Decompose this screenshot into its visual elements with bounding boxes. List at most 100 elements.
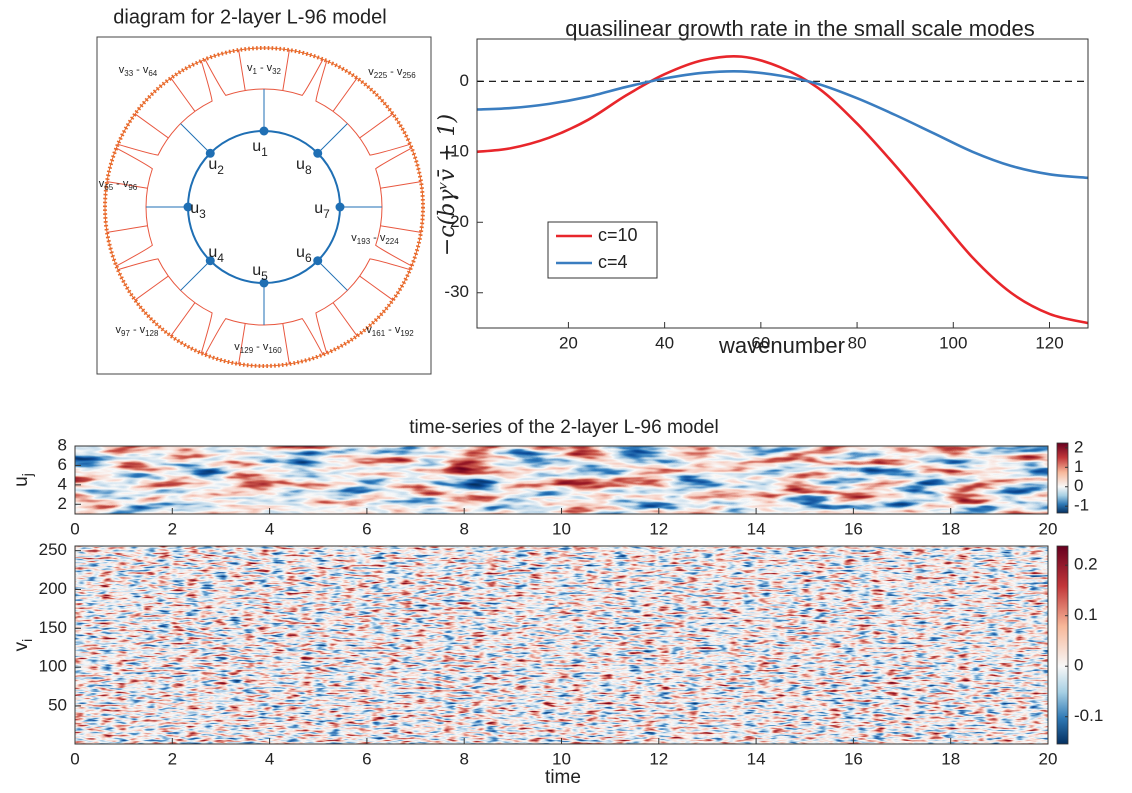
node-label: u3 bbox=[190, 200, 206, 221]
node bbox=[183, 202, 193, 212]
y-tick-label: 0 bbox=[460, 71, 469, 90]
node-symbol: u bbox=[296, 244, 305, 261]
group-dash: - bbox=[133, 324, 137, 336]
node-symbol: u bbox=[208, 244, 217, 261]
group-dash: - bbox=[136, 64, 140, 76]
group-end: 128 bbox=[145, 329, 159, 338]
branch bbox=[106, 181, 148, 233]
group-dash: - bbox=[390, 66, 394, 78]
x-tick-label: 2 bbox=[168, 519, 177, 538]
x-tick-label: 60 bbox=[751, 333, 770, 352]
group-end: 96 bbox=[128, 183, 137, 192]
x-tick-label: 14 bbox=[747, 749, 766, 768]
x-tick-label: 120 bbox=[1035, 333, 1063, 352]
link bbox=[180, 123, 211, 154]
node-index: 3 bbox=[199, 207, 206, 221]
node-symbol: u bbox=[314, 200, 323, 217]
y-tick-label: -30 bbox=[444, 282, 469, 301]
y-tick-label: 150 bbox=[39, 618, 67, 637]
group-end: 224 bbox=[385, 237, 399, 246]
x-tick-label: 8 bbox=[459, 749, 468, 768]
group-start: 161 bbox=[372, 329, 386, 338]
y-tick-label: 2 bbox=[58, 494, 67, 513]
colorbar bbox=[1056, 442, 1069, 514]
x-tick-label: 10 bbox=[552, 519, 571, 538]
heatmap-image bbox=[75, 446, 1048, 514]
x-tick-label: 20 bbox=[1039, 519, 1058, 538]
node-index: 4 bbox=[217, 251, 224, 265]
colorbar-tick-label: -0.1 bbox=[1074, 706, 1103, 725]
branch bbox=[134, 77, 196, 139]
colorbar-tick-label: 0.1 bbox=[1074, 605, 1098, 624]
group-end: 64 bbox=[148, 69, 157, 78]
x-tick-label: 40 bbox=[655, 333, 674, 352]
group-label: v193- v224 bbox=[351, 232, 399, 246]
group-symbol: v bbox=[397, 66, 403, 78]
heatmap-image bbox=[75, 546, 1048, 744]
group-dash: - bbox=[116, 178, 120, 190]
branch bbox=[238, 49, 290, 91]
node bbox=[313, 256, 323, 266]
node-label: u4 bbox=[208, 244, 224, 265]
group-symbol: v bbox=[143, 64, 149, 76]
group-label: v97- v128 bbox=[116, 324, 159, 338]
group-end: 256 bbox=[402, 71, 416, 80]
x-tick-label: 20 bbox=[559, 333, 578, 352]
node bbox=[205, 148, 215, 158]
node-index: 6 bbox=[305, 251, 312, 265]
node-label: u8 bbox=[296, 156, 312, 177]
x-tick-label: 100 bbox=[939, 333, 967, 352]
group-start: 1 bbox=[252, 67, 257, 76]
y-axis-label: uj bbox=[11, 473, 35, 487]
legend-box bbox=[547, 221, 658, 279]
x-tick-label: 0 bbox=[70, 749, 79, 768]
node-index: 1 bbox=[261, 145, 268, 159]
y-tick-label: 50 bbox=[48, 695, 67, 714]
diagram-frame bbox=[96, 36, 432, 375]
x-tick-label: 12 bbox=[649, 519, 668, 538]
node-index: 2 bbox=[217, 163, 224, 177]
x-tick-label: 6 bbox=[362, 519, 371, 538]
y-axis-label: −c(bγᵛv̄ + 1) bbox=[435, 114, 460, 256]
x-tick-label: 18 bbox=[941, 749, 960, 768]
x-axis-label: wavenumber bbox=[718, 333, 845, 358]
colorbar-tick-label: 0 bbox=[1074, 476, 1083, 495]
group-label: v161- v192 bbox=[366, 324, 414, 338]
link bbox=[180, 260, 211, 291]
node bbox=[313, 148, 323, 158]
outer-nodes bbox=[103, 46, 425, 368]
x-tick-label: 14 bbox=[747, 519, 766, 538]
node-label: u1 bbox=[252, 138, 268, 159]
group-symbol: v bbox=[99, 178, 105, 190]
group-symbol: v bbox=[380, 232, 386, 244]
group-symbol: v bbox=[263, 341, 269, 353]
node-index: 5 bbox=[261, 269, 268, 283]
colorbar-tick-label: 0 bbox=[1074, 656, 1083, 675]
group-symbol: v bbox=[366, 324, 372, 336]
x-tick-label: 8 bbox=[459, 519, 468, 538]
x-tick-label: 10 bbox=[552, 749, 571, 768]
series-line bbox=[476, 69, 1089, 180]
branch bbox=[238, 323, 290, 365]
group-label: v129- v160 bbox=[234, 341, 282, 355]
y-axis-symbol: u bbox=[11, 476, 32, 487]
legend-label: c=10 bbox=[598, 225, 638, 245]
node-label: u7 bbox=[314, 200, 330, 221]
y-tick-label: 6 bbox=[58, 455, 67, 474]
node-label: u2 bbox=[208, 156, 224, 177]
node-symbol: u bbox=[208, 156, 217, 173]
group-start: 65 bbox=[104, 183, 113, 192]
series-line bbox=[476, 54, 1089, 325]
node-index: 8 bbox=[305, 163, 312, 177]
x-tick-label: 6 bbox=[362, 749, 371, 768]
x-tick-label: 0 bbox=[70, 519, 79, 538]
heatmap-title: time-series of the 2-layer L-96 model bbox=[409, 417, 718, 438]
node-label: u5 bbox=[252, 262, 268, 283]
node-symbol: u bbox=[296, 156, 305, 173]
x-tick-label: 16 bbox=[844, 749, 863, 768]
group-symbol: v bbox=[123, 178, 129, 190]
x-tick-label: 2 bbox=[168, 749, 177, 768]
group-symbol: v bbox=[267, 62, 273, 74]
group-start: 129 bbox=[240, 346, 254, 355]
link bbox=[317, 260, 348, 291]
